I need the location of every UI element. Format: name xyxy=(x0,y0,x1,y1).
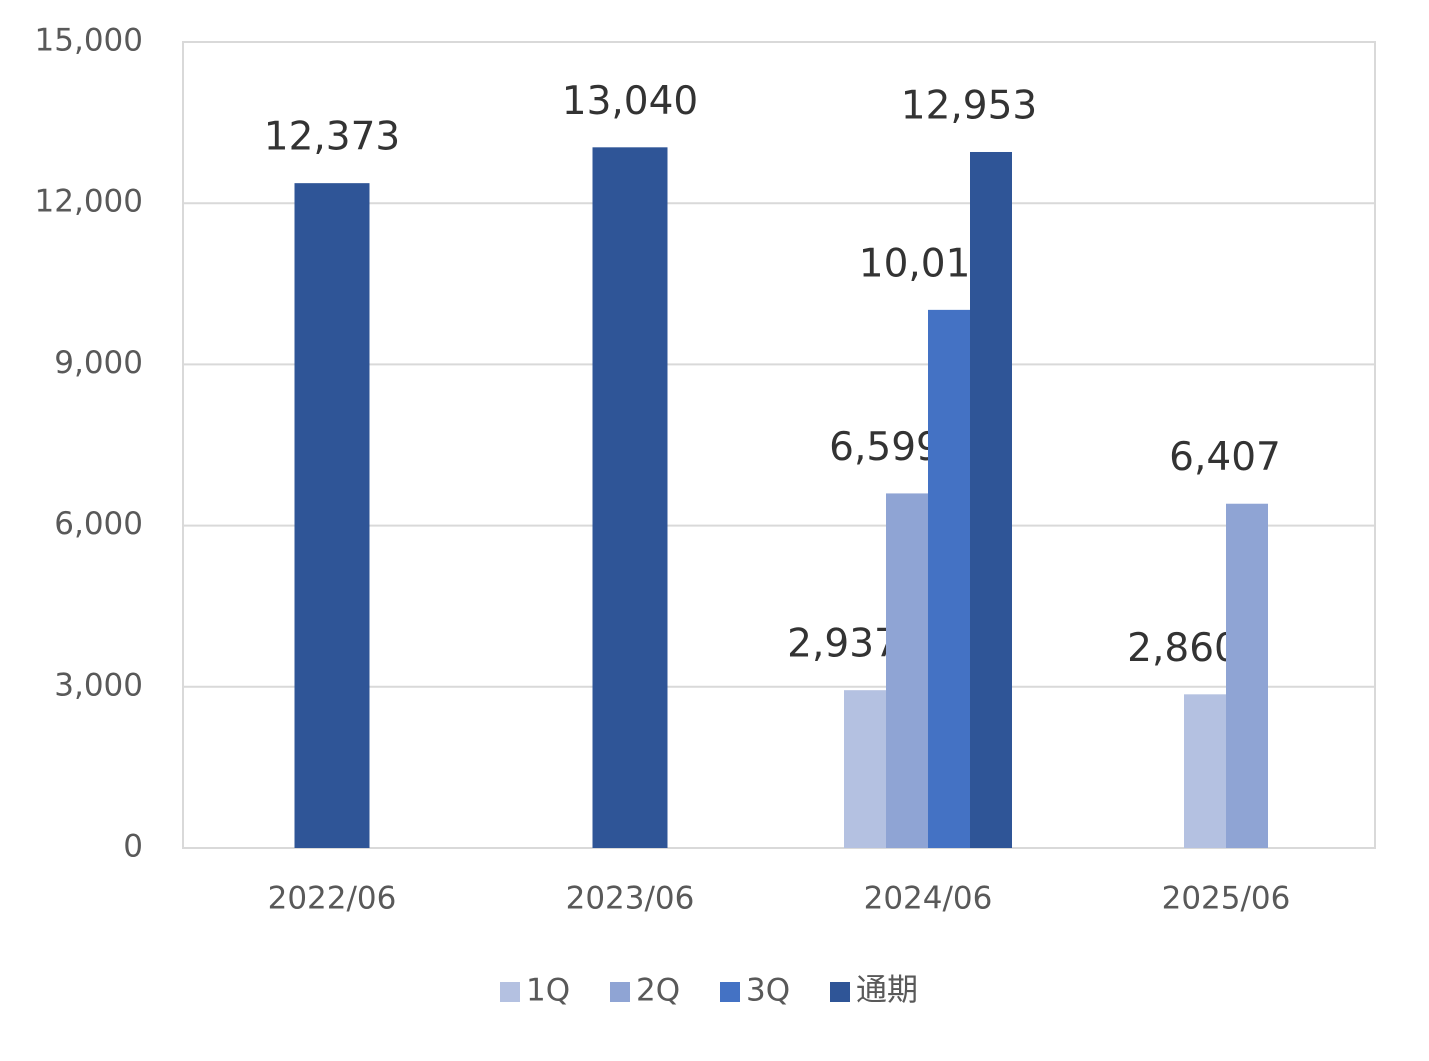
y-tick-label: 3,000 xyxy=(54,667,143,703)
data-label: 2,860 xyxy=(1127,626,1239,671)
data-label: 12,953 xyxy=(901,83,1037,128)
legend-swatch xyxy=(610,982,630,1002)
legend-swatch xyxy=(830,982,850,1002)
y-tick-label: 12,000 xyxy=(35,184,143,220)
legend-swatch xyxy=(720,982,740,1002)
legend-label: 3Q xyxy=(746,973,790,1009)
x-tick-label: 2023/06 xyxy=(566,881,695,917)
plot-border xyxy=(182,41,1376,849)
bar xyxy=(592,147,668,849)
legend-label: 1Q xyxy=(526,973,570,1009)
data-label: 12,373 xyxy=(264,115,400,160)
data-label: 13,040 xyxy=(562,79,698,124)
x-tick-label: 2022/06 xyxy=(268,881,397,917)
data-label: 2,937 xyxy=(787,622,899,667)
bar xyxy=(928,309,970,848)
bar xyxy=(1226,503,1268,848)
x-tick-label: 2025/06 xyxy=(1162,881,1291,917)
y-tick-label: 9,000 xyxy=(54,345,143,381)
y-tick-label: 15,000 xyxy=(35,23,143,59)
bar xyxy=(1184,694,1226,848)
y-tick-label: 0 xyxy=(123,829,143,865)
bar xyxy=(294,183,370,848)
legend-label: 2Q xyxy=(636,973,680,1009)
bar xyxy=(844,690,886,848)
y-tick-label: 6,000 xyxy=(54,506,143,542)
data-label: 6,407 xyxy=(1169,435,1281,480)
legend-label: 通期 xyxy=(856,973,918,1009)
data-label: 6,599 xyxy=(829,425,941,470)
bar xyxy=(970,151,1012,848)
x-tick-label: 2024/06 xyxy=(864,881,993,917)
legend-swatch xyxy=(500,982,520,1002)
bar xyxy=(886,493,928,848)
